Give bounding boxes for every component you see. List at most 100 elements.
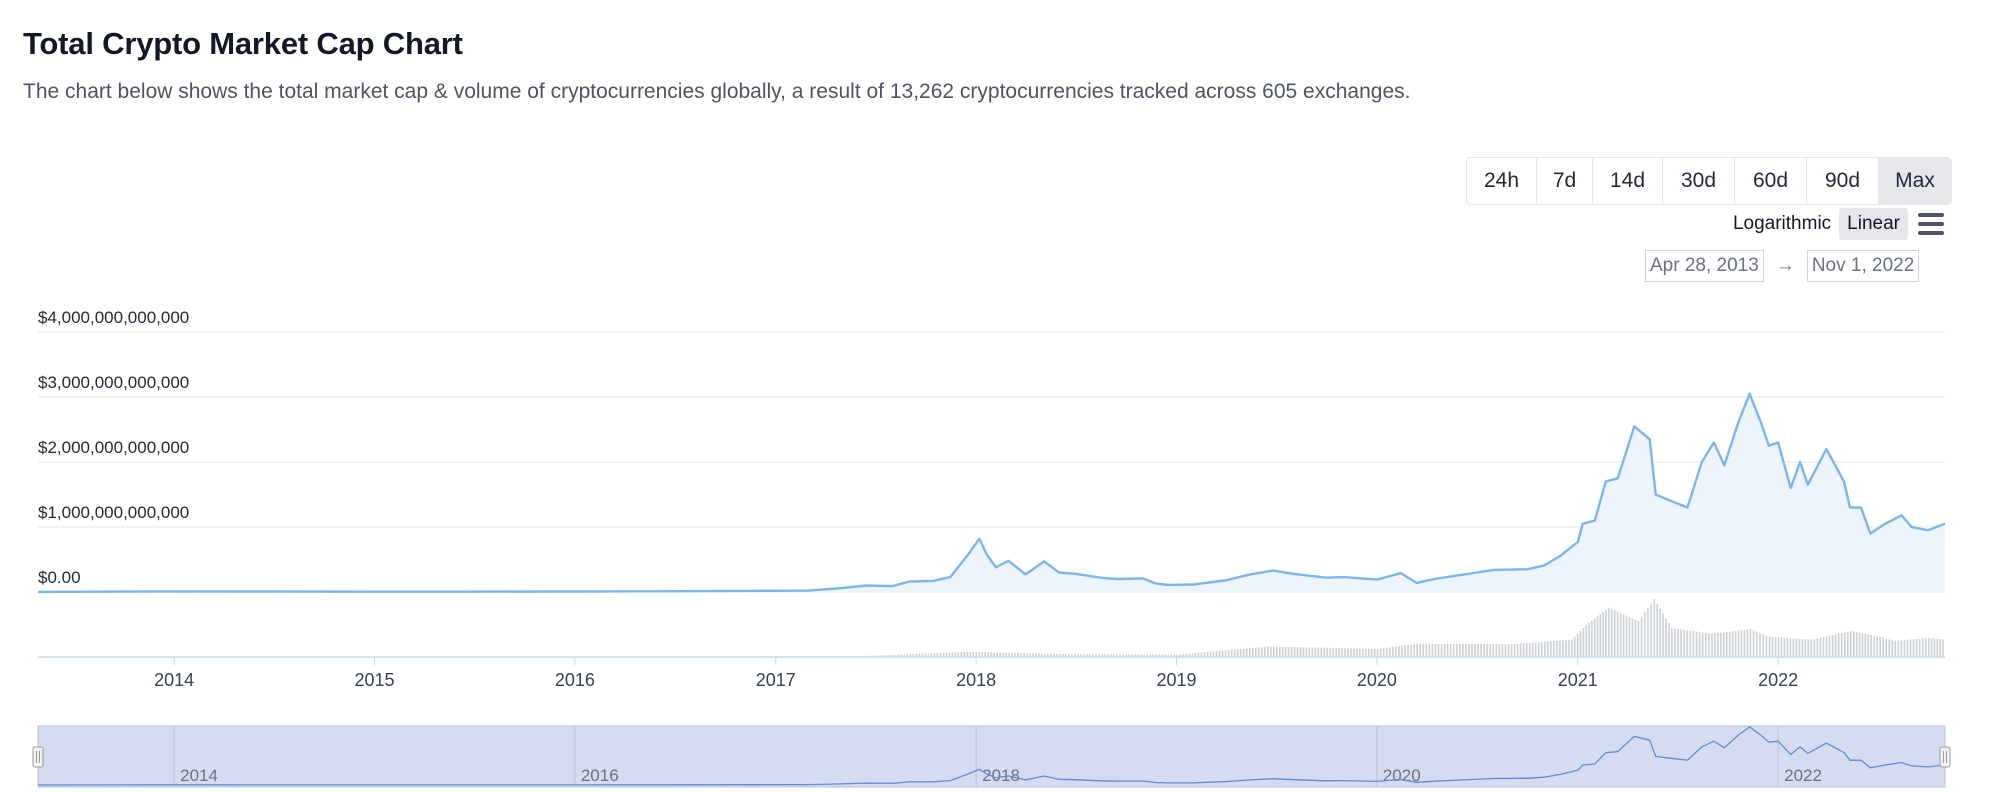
volume-bar — [1362, 648, 1364, 657]
volume-bar — [1755, 631, 1758, 657]
volume-bar — [1443, 643, 1446, 657]
range-button-14d[interactable]: 14d — [1593, 158, 1663, 204]
volume-bar — [1565, 640, 1567, 657]
volume-bar — [1170, 654, 1173, 657]
navigator[interactable]: 2014 2016 2018 2020 2022 — [32, 725, 1951, 788]
volume-bar — [1074, 654, 1076, 657]
volume-bar — [1795, 638, 1798, 657]
volume-bar — [1924, 638, 1927, 657]
volume-bar — [1278, 646, 1281, 657]
volume-bar — [1915, 638, 1918, 657]
volume-bar — [963, 652, 966, 657]
volume-bar — [1840, 632, 1843, 657]
volume-bar — [903, 654, 906, 657]
volume-bar — [1605, 609, 1607, 657]
volume-bar — [1771, 636, 1774, 657]
volume-bar — [1531, 642, 1534, 657]
linear-scale-button[interactable]: Linear — [1839, 208, 1908, 240]
volume-bar — [1798, 638, 1801, 657]
volume-bar — [879, 655, 882, 657]
volume-bar — [1695, 631, 1698, 657]
range-button-60d[interactable]: 60d — [1735, 158, 1807, 204]
volume-bar — [1634, 619, 1637, 657]
x-tick-label: 2017 — [756, 670, 796, 690]
volume-bar — [1683, 629, 1686, 657]
volume-bar — [1921, 638, 1924, 657]
volume-bar — [1504, 644, 1507, 657]
volume-bar — [1596, 616, 1599, 657]
market-cap-area — [38, 393, 1945, 592]
volume-bar — [1350, 648, 1352, 657]
volume-bar — [966, 651, 969, 657]
volume-bar — [1864, 633, 1867, 657]
volume-bar — [1602, 612, 1604, 657]
date-to-input[interactable]: Nov 1, 2022 — [1806, 250, 1920, 282]
range-button-30d[interactable]: 30d — [1663, 158, 1735, 204]
volume-bar — [1326, 647, 1329, 657]
page-title: Total Crypto Market Cap Chart — [23, 26, 463, 61]
volume-bar — [1161, 654, 1164, 657]
volume-bar — [1643, 612, 1646, 657]
volume-bar — [1116, 654, 1118, 657]
volume-bar — [1119, 654, 1121, 657]
volume-bar — [1894, 640, 1897, 657]
volume-bar — [1373, 648, 1376, 657]
volume-bar — [1622, 614, 1625, 657]
volume-bar — [1562, 640, 1564, 657]
volume-bar — [1224, 650, 1227, 657]
volume-bar — [987, 652, 990, 657]
date-from-input[interactable]: Apr 28, 2013 — [1645, 250, 1764, 282]
navigator-left-handle[interactable] — [32, 746, 44, 768]
volume-bar — [1413, 644, 1415, 657]
volume-bar — [1125, 654, 1127, 657]
volume-bar — [1474, 644, 1476, 657]
volume-bar — [1906, 639, 1909, 657]
volume-bar — [972, 651, 975, 657]
volume-bar — [1801, 638, 1804, 657]
range-button-7d[interactable]: 7d — [1537, 158, 1593, 204]
volume-bar — [975, 651, 978, 657]
volume-bar — [1080, 654, 1082, 657]
volume-bar — [1452, 643, 1455, 657]
volume-bar — [1516, 643, 1519, 657]
volume-bar — [1717, 633, 1719, 657]
volume-bar — [1347, 648, 1349, 657]
volume-bar — [1534, 642, 1537, 657]
market-cap-chart[interactable]: $0.00 $1,000,000,000,000 $2,000,000,000,00… — [0, 300, 2000, 792]
hamburger-menu-icon[interactable] — [1918, 213, 1944, 235]
volume-bar — [1020, 653, 1022, 657]
volume-bar — [1653, 599, 1656, 657]
volume-bar — [1131, 654, 1133, 657]
volume-bar — [1677, 628, 1679, 657]
volume-bar — [1062, 654, 1064, 657]
volume-bar — [912, 654, 915, 657]
volume-bar — [1510, 644, 1513, 657]
volume-bar — [1462, 643, 1464, 657]
volume-bar — [1671, 628, 1673, 657]
volume-bar — [1023, 653, 1025, 657]
volume-bar — [990, 652, 993, 657]
volume-bar — [1722, 632, 1725, 657]
volume-bar — [1711, 633, 1713, 657]
logarithmic-scale-button[interactable]: Logarithmic — [1732, 213, 1832, 234]
volume-bar — [1248, 648, 1251, 657]
volume-bar — [1200, 652, 1203, 657]
volume-bar — [1837, 633, 1840, 657]
volume-bar — [1576, 633, 1579, 657]
volume-bar — [1659, 608, 1661, 657]
volume-bar — [1807, 639, 1810, 657]
volume-bar — [1495, 644, 1498, 657]
range-button-90d[interactable]: 90d — [1807, 158, 1879, 204]
range-button-max[interactable]: Max — [1879, 158, 1951, 204]
volume-bar — [933, 653, 936, 657]
navigator-selection[interactable] — [37, 725, 1946, 788]
volume-bar — [1212, 651, 1215, 657]
range-button-24h[interactable]: 24h — [1467, 158, 1537, 204]
volume-bar — [1737, 630, 1740, 657]
volume-bar — [1179, 654, 1182, 657]
y-tick-label: $2,000,000,000,000 — [38, 438, 189, 457]
navigator-right-handle[interactable] — [1939, 746, 1951, 768]
volume-bar — [1098, 654, 1100, 657]
volume-bar — [1930, 638, 1933, 657]
date-range-inputs: Apr 28, 2013 → Nov 1, 2022 — [1645, 249, 1920, 283]
